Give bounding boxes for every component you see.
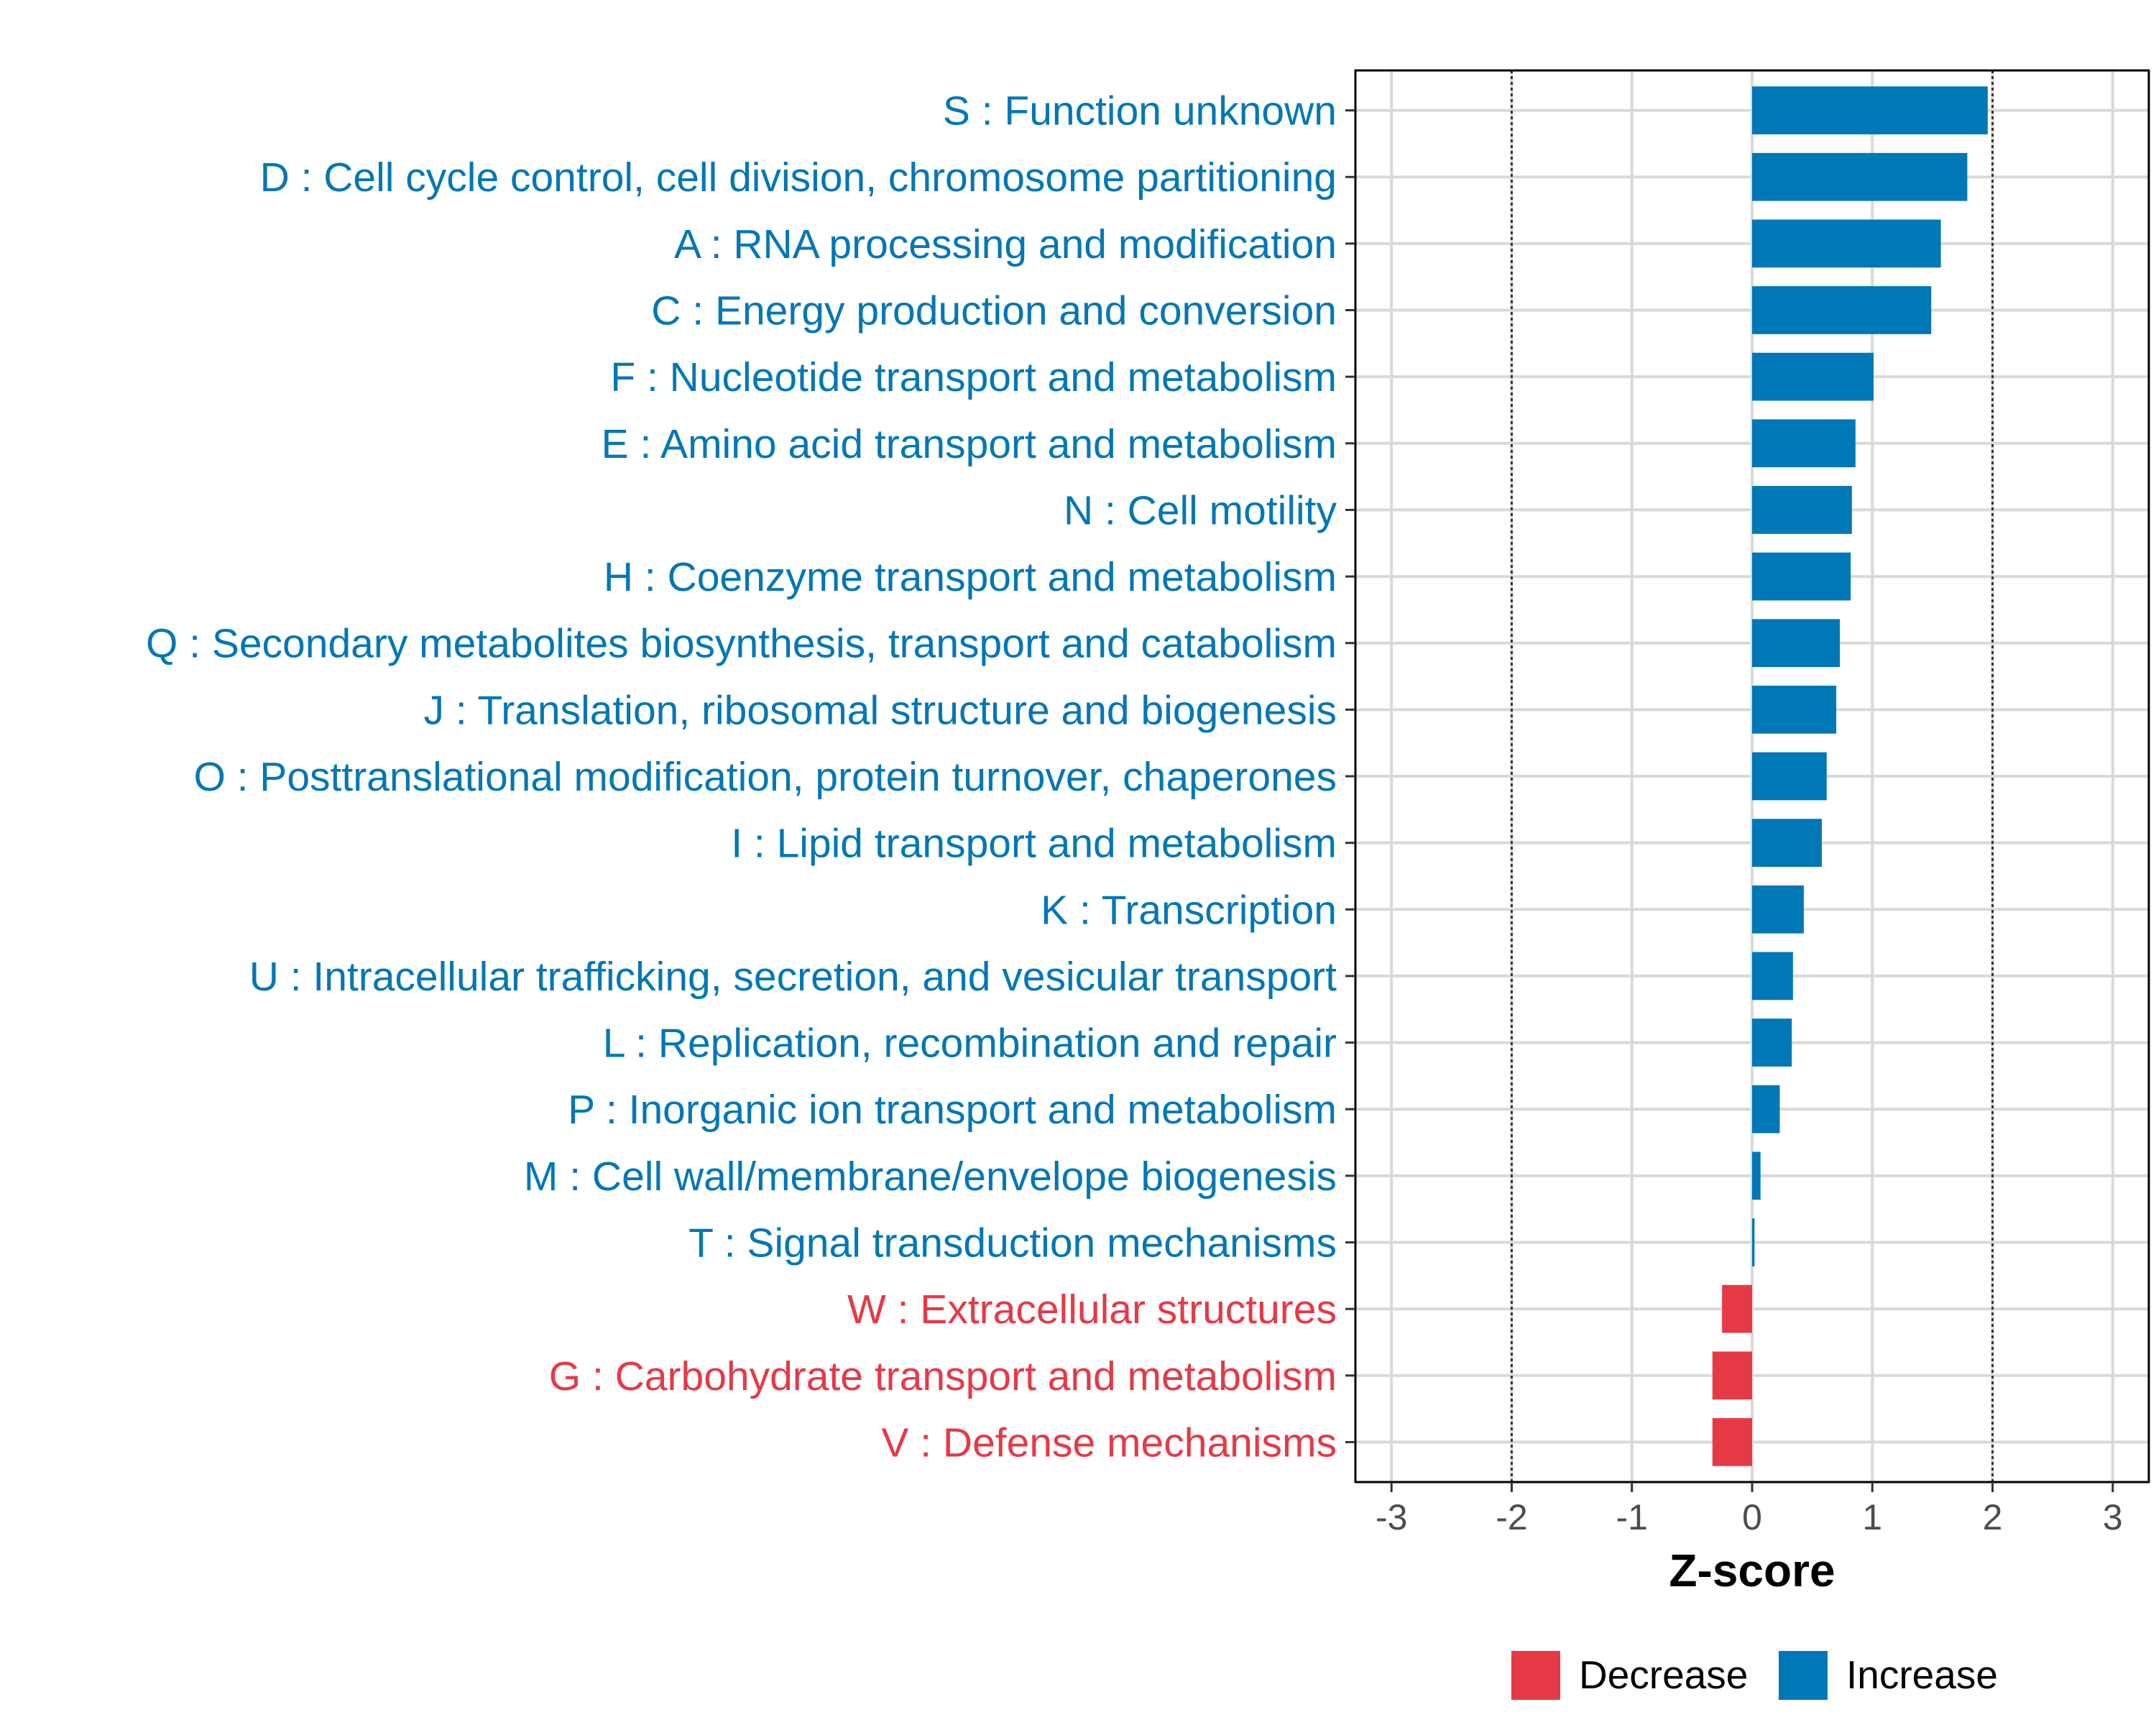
legend: Decrease Increase — [1511, 1651, 1998, 1700]
x-tick-label: -1 — [1616, 1497, 1647, 1537]
x-tick-label: 3 — [2103, 1497, 2123, 1537]
legend-label: Decrease — [1579, 1652, 1748, 1697]
category-label: L : Replication, recombination and repai… — [603, 1021, 1337, 1067]
category-label: D : Cell cycle control, cell division, c… — [260, 155, 1337, 201]
category-label: G : Carbohydrate transport and metabolis… — [549, 1353, 1337, 1399]
category-label: N : Cell motility — [1064, 487, 1337, 533]
category-label: Q : Secondary metabolites biosynthesis, … — [146, 621, 1337, 667]
bar — [1752, 952, 1793, 1000]
bar — [1752, 419, 1856, 468]
category-label: U : Intracellular trafficking, secretion… — [249, 954, 1337, 1000]
category-label: T : Signal transduction mechanisms — [688, 1220, 1337, 1266]
y-axis: S : Function unknown D : Cell cycle contr… — [146, 88, 1355, 1466]
x-tick-label: -3 — [1376, 1497, 1407, 1537]
category-label: V : Defense mechanisms — [881, 1420, 1337, 1466]
bar — [1752, 219, 1941, 268]
x-tick-label: -2 — [1496, 1497, 1527, 1537]
category-label: J : Translation, ribosomal structure and… — [424, 687, 1337, 733]
bar — [1752, 1085, 1780, 1133]
category-label: O : Posttranslational modification, prot… — [193, 754, 1337, 800]
bar — [1722, 1284, 1752, 1333]
bar — [1712, 1418, 1752, 1466]
bar — [1752, 1018, 1792, 1067]
category-label: E : Amino acid transport and metabolism — [602, 421, 1337, 467]
category-label: S : Function unknown — [943, 88, 1337, 134]
bar — [1752, 619, 1841, 668]
legend-key — [1779, 1651, 1828, 1700]
category-label: H : Coenzyme transport and metabolism — [604, 554, 1337, 600]
x-tick-label: 0 — [1742, 1497, 1762, 1537]
bar — [1752, 819, 1823, 867]
category-label: C : Energy production and conversion — [651, 288, 1337, 334]
category-label: F : Nucleotide transport and metabolism — [610, 354, 1337, 400]
category-label: W : Extracellular structures — [847, 1287, 1337, 1333]
x-tick-label: 2 — [1983, 1497, 2003, 1537]
category-label: M : Cell wall/membrane/envelope biogenes… — [524, 1154, 1337, 1200]
bar — [1752, 1151, 1761, 1200]
legend-label: Increase — [1846, 1652, 1998, 1697]
bar — [1752, 352, 1874, 401]
bar — [1752, 486, 1852, 534]
bar — [1752, 885, 1804, 934]
bar-layer — [1712, 86, 1988, 1466]
x-axis-title: Z-score — [1669, 1545, 1835, 1596]
category-label: K : Transcription — [1041, 887, 1337, 933]
bar — [1712, 1351, 1752, 1400]
category-label: A : RNA processing and modification — [674, 221, 1337, 267]
bar — [1752, 752, 1827, 801]
x-axis: -3 -2 -1 0 1 2 3 — [1376, 1482, 2123, 1537]
bar — [1752, 86, 1988, 134]
legend-key — [1511, 1651, 1560, 1700]
category-label: P : Inorganic ion transport and metaboli… — [568, 1087, 1337, 1133]
bar — [1752, 552, 1851, 601]
bar — [1752, 686, 1837, 734]
category-label: I : Lipid transport and metabolism — [731, 821, 1337, 867]
bar — [1752, 286, 1932, 334]
bar — [1752, 152, 1968, 201]
x-tick-label: 1 — [1862, 1497, 1882, 1537]
bar — [1752, 1218, 1755, 1266]
